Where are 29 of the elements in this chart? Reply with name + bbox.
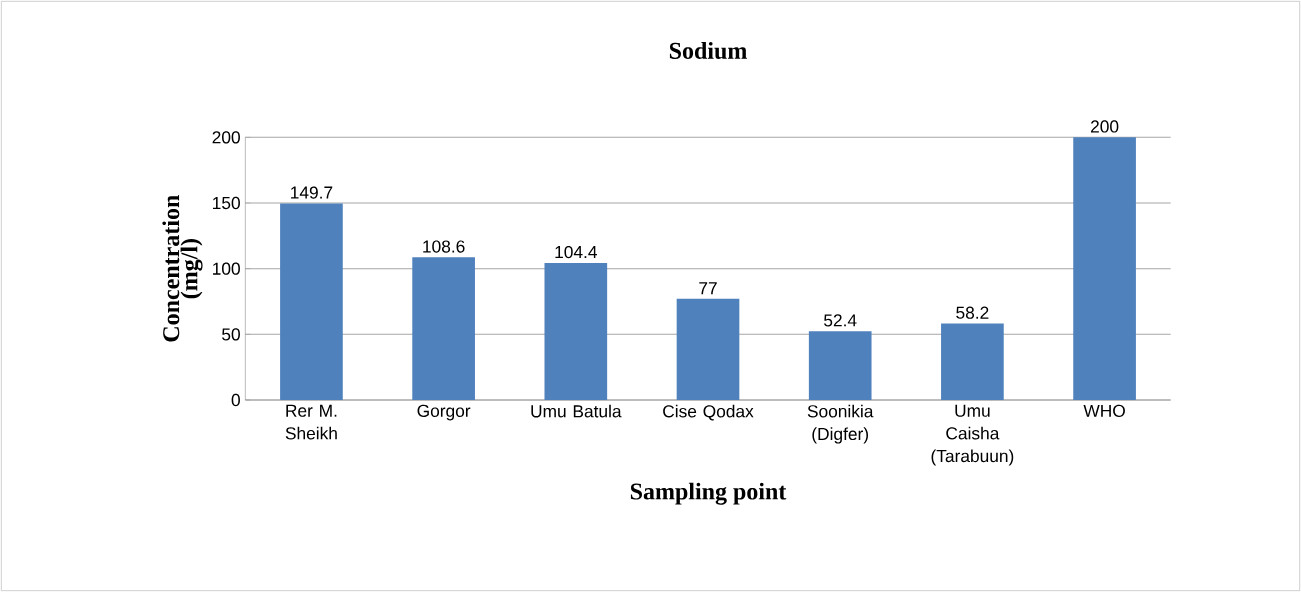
y-axis-title: Concentration (mg/l) bbox=[162, 195, 203, 342]
data-label: 77 bbox=[699, 282, 717, 295]
y-tick-label: 50 bbox=[222, 328, 240, 341]
chart-title: Sodium bbox=[669, 41, 747, 59]
bar bbox=[808, 331, 872, 400]
x-tick-label: Umu Caisha (Tarabuun) bbox=[931, 404, 1014, 466]
x-tick-label: Umu Batula bbox=[531, 404, 622, 418]
bar bbox=[941, 323, 1004, 400]
x-tick-label: Gorgor bbox=[417, 404, 471, 421]
x-tick-label: Soonikia (Digfer) bbox=[807, 404, 874, 444]
bar bbox=[280, 203, 343, 400]
data-label: 104.4 bbox=[555, 245, 597, 259]
bar bbox=[412, 257, 475, 400]
data-label: 200 bbox=[1091, 120, 1119, 133]
x-tick-label: WHO bbox=[1083, 404, 1125, 417]
data-label: 52.4 bbox=[824, 314, 857, 327]
x-tick-label: Cise Qodax bbox=[663, 404, 754, 421]
bar bbox=[544, 262, 608, 400]
y-tick-label: 200 bbox=[212, 131, 240, 144]
data-label: 58.2 bbox=[956, 306, 989, 319]
y-tick-label: 100 bbox=[213, 262, 240, 275]
x-tick-label: Rer M. Sheikh bbox=[285, 404, 337, 440]
x-axis-title: Sampling point bbox=[630, 482, 787, 505]
data-label: 108.6 bbox=[423, 240, 465, 253]
data-label: 149.7 bbox=[291, 186, 333, 199]
bar bbox=[676, 298, 740, 400]
y-tick-label: 0 bbox=[231, 393, 240, 407]
y-tick-label: 150 bbox=[213, 196, 240, 210]
bar bbox=[1073, 137, 1136, 400]
